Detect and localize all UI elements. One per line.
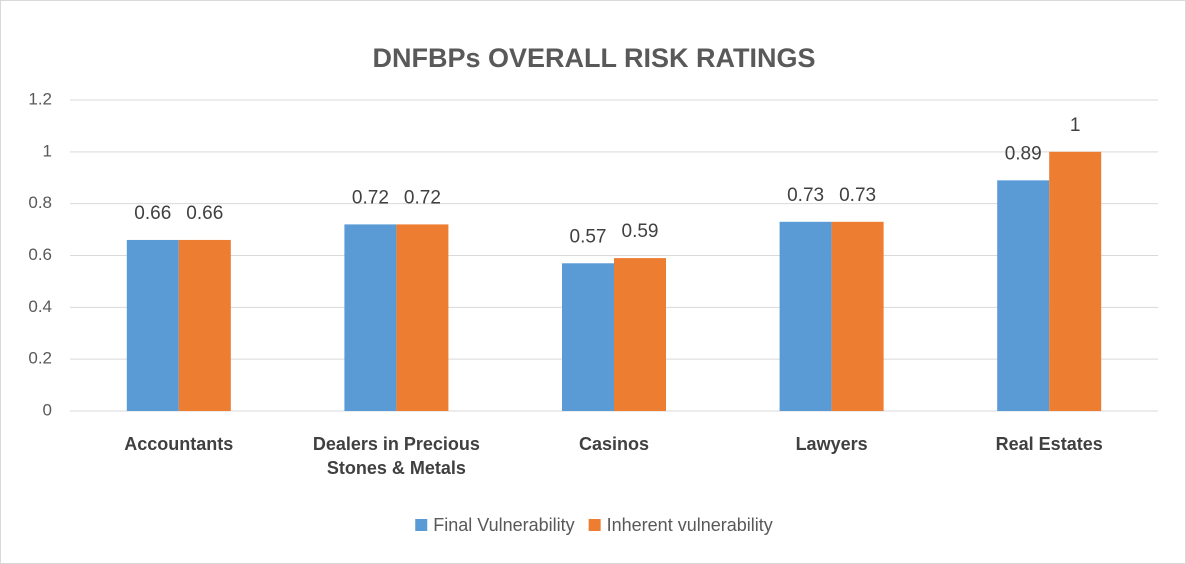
y-tick-label: 0 [43, 400, 52, 419]
bar [779, 221, 832, 411]
x-tick-label: Dealers in Precious Stones & Metals [312, 434, 480, 478]
bar [614, 258, 666, 411]
y-tick-label: 0.8 [28, 193, 52, 212]
bar [831, 221, 884, 411]
data-label: 0.73 [787, 185, 824, 206]
data-label: 0.72 [404, 187, 441, 208]
y-tick-label: 0.2 [28, 349, 52, 368]
data-label: 0.57 [570, 226, 607, 247]
legend-label: Final Vulnerability [433, 515, 574, 535]
legend-swatch [415, 519, 428, 531]
y-tick-label: 0.6 [28, 245, 52, 264]
data-label: 0.89 [1005, 143, 1042, 164]
bar [562, 263, 614, 411]
y-tick-label: 1.2 [28, 89, 52, 108]
x-tick-label: Real Estates [995, 434, 1103, 454]
bar [178, 239, 231, 411]
y-tick-label: 0.4 [28, 297, 52, 316]
bar [396, 224, 449, 411]
y-tick-label: 1 [43, 141, 52, 160]
legend-label: Inherent vulnerability [607, 515, 773, 535]
chart-title: DNFBPs OVERALL RISK RATINGS [372, 43, 815, 73]
bar [344, 224, 397, 411]
x-tick-label: Lawyers [795, 434, 868, 454]
bar [126, 239, 179, 411]
data-label: 0.73 [839, 185, 876, 206]
bar [997, 180, 1050, 411]
data-label: 0.66 [134, 203, 171, 224]
data-label: 0.66 [186, 203, 223, 224]
data-label: 0.59 [622, 221, 659, 242]
data-label: 0.72 [352, 187, 389, 208]
data-label: 1 [1070, 115, 1081, 136]
legend-swatch [588, 519, 601, 531]
x-tick-label: Accountants [124, 434, 234, 454]
x-tick-label: Casinos [578, 434, 650, 454]
bar [1049, 151, 1102, 412]
